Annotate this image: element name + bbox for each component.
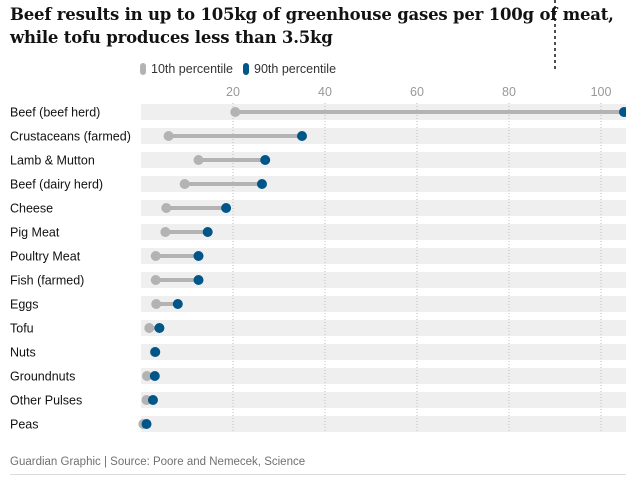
legend: 10th percentile 90th percentile [140, 62, 346, 76]
row-band [141, 272, 626, 288]
x-tick-label: 60 [410, 85, 424, 99]
row-band [141, 128, 626, 144]
dot-10th-percentile [193, 155, 204, 165]
dot-90th-percentile [149, 371, 160, 381]
dot-90th-percentile [221, 203, 232, 213]
x-axis-ticks: 20 40 60 80 100 [226, 85, 611, 99]
x-tick-label: 80 [502, 85, 516, 99]
category-label: Tofu [10, 322, 34, 336]
row-band [141, 344, 626, 360]
range-lines [143, 110, 624, 426]
dot-10th-percentile [141, 371, 152, 381]
dot-10th-percentile [179, 179, 190, 189]
category-label: Poultry Meat [10, 250, 81, 264]
row-band [141, 392, 626, 408]
dot-90th-percentile [260, 155, 271, 165]
dot-10th-percentile [161, 203, 172, 213]
x-tick-label: 40 [318, 85, 332, 99]
row-bands [141, 104, 626, 432]
category-label: Fish (farmed) [10, 274, 84, 288]
dot-90th-percentile [141, 419, 152, 429]
dot-90th-percentile [150, 347, 161, 357]
x-tick-label: 100 [591, 85, 612, 99]
category-labels: Beef (beef herd) Crustaceans (farmed) Lamb… [10, 106, 131, 432]
dot-10th-percentile [230, 107, 241, 117]
dot-90th-percentile [172, 299, 183, 309]
chart-title: Beef results in up to 105kg of greenhous… [10, 5, 614, 47]
dot-90th-percentile [147, 395, 158, 405]
category-label: Cheese [10, 202, 53, 216]
category-label: Groundnuts [10, 370, 75, 384]
dot-90th-percentile [193, 251, 204, 261]
legend-label-p90: 90th percentile [254, 62, 337, 76]
dot-90th-percentile [154, 323, 165, 333]
dot-90th-percentile [202, 227, 213, 237]
category-label: Pig Meat [10, 226, 60, 240]
dot-10th-percentile [163, 131, 174, 141]
legend-item-p10: 10th percentile [140, 62, 233, 76]
category-label: Beef (beef herd) [10, 106, 100, 120]
dot-90th-percentile [619, 107, 626, 117]
category-label: Beef (dairy herd) [10, 178, 103, 192]
category-label: Peas [10, 418, 39, 432]
data-points [138, 107, 626, 429]
row-band [141, 200, 626, 216]
dot-10th-percentile [151, 299, 162, 309]
gridlines [232, 103, 602, 432]
x-tick-label: 20 [226, 85, 240, 99]
category-label: Crustaceans (farmed) [10, 130, 131, 144]
row-band [141, 296, 626, 312]
category-label: Nuts [10, 346, 36, 360]
legend-item-p90: 90th percentile [243, 62, 336, 76]
row-band [141, 416, 626, 432]
row-band [141, 368, 626, 384]
dot-90th-percentile [297, 131, 307, 141]
dot-10th-percentile [160, 227, 171, 237]
dot-90th-percentile [193, 275, 204, 285]
row-band [141, 248, 626, 264]
dot-90th-percentile [256, 179, 267, 189]
category-label: Other Pulses [10, 394, 82, 408]
dot-10th-percentile [150, 275, 161, 285]
dot-10th-percentile [150, 251, 161, 261]
row-band [141, 224, 626, 240]
category-label: Lamb & Mutton [10, 154, 95, 168]
row-band [141, 320, 626, 336]
footer-divider [10, 474, 626, 475]
source-credit: Guardian Graphic | Source: Poore and Nem… [10, 456, 306, 468]
category-label: Eggs [10, 298, 39, 312]
legend-swatch-p90 [243, 63, 250, 75]
dot-10th-percentile [144, 323, 155, 333]
legend-swatch-p10 [140, 63, 146, 75]
legend-label-p10: 10th percentile [151, 62, 234, 76]
